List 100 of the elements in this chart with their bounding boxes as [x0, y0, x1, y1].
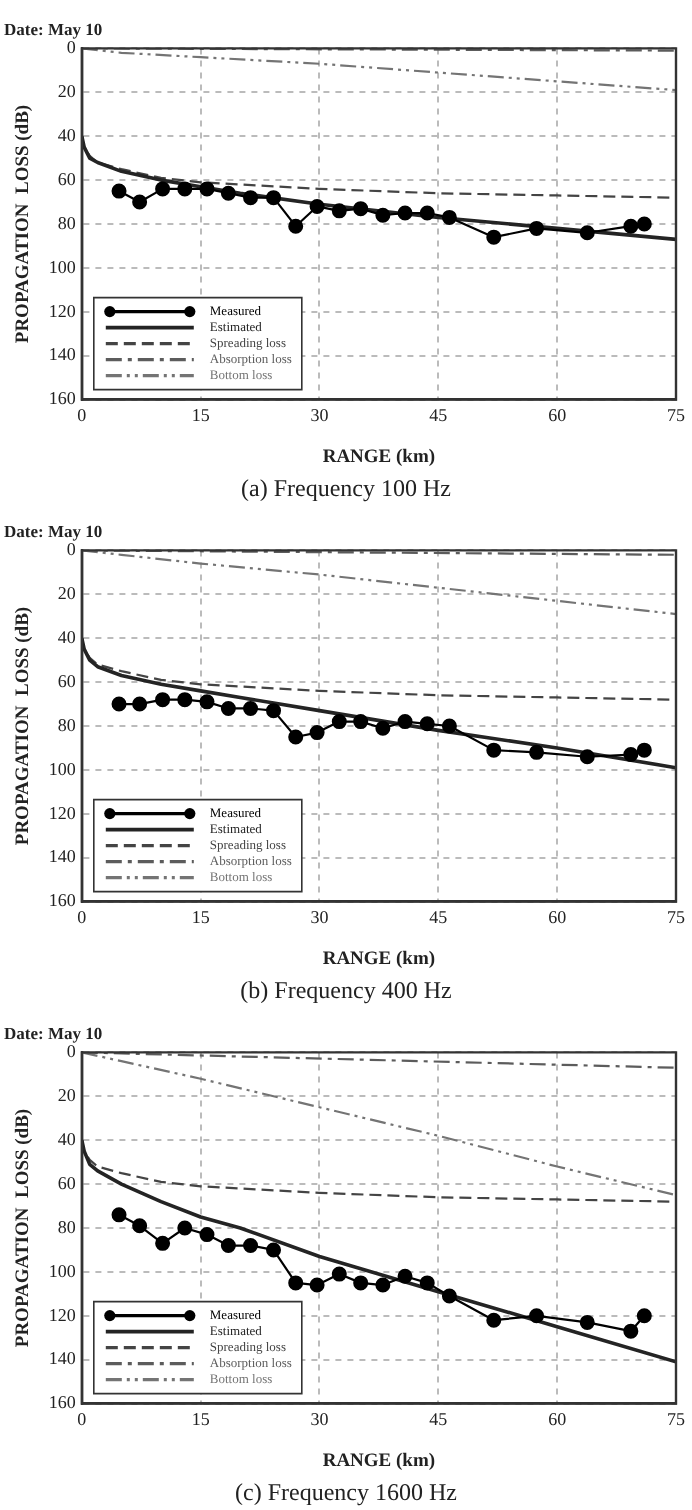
y-tick-label: 100 — [48, 1260, 77, 1281]
y-tick-label: 0 — [66, 539, 77, 560]
point — [579, 225, 595, 241]
point — [132, 1218, 148, 1234]
point — [441, 1288, 457, 1304]
point — [331, 1266, 347, 1282]
text: (a) Frequency 100 Hz — [239, 474, 453, 502]
point — [529, 220, 545, 236]
y-tick-label: 80 — [57, 1216, 77, 1237]
y-tick-label: 120 — [48, 802, 77, 823]
point — [266, 703, 282, 719]
y-axis-title: PROPAGATION LOSS (dB) — [14, 104, 35, 344]
point — [419, 716, 435, 732]
point — [397, 205, 413, 221]
point — [155, 1235, 171, 1251]
point — [132, 194, 148, 210]
point — [375, 1277, 391, 1293]
text: (b) Frequency 400 Hz — [238, 976, 454, 1004]
x-tick-label: 75 — [667, 1409, 686, 1430]
y-tick-label: 140 — [48, 846, 77, 867]
point — [220, 185, 236, 201]
point — [636, 742, 652, 758]
y-tick-label: 0 — [66, 37, 77, 58]
x-tick-label: 30 — [310, 907, 330, 928]
point — [199, 181, 215, 197]
point — [636, 1308, 652, 1324]
point — [579, 749, 595, 765]
y-tick-label: 40 — [57, 124, 77, 145]
x-tick-label: 60 — [548, 1409, 568, 1430]
y-tick-label: 0 — [66, 1041, 77, 1062]
point — [353, 201, 369, 217]
point — [331, 203, 347, 219]
chart-title: Date: May 10 — [4, 1022, 103, 1043]
y-axis-title: PROPAGATION LOSS (dB) — [14, 606, 35, 846]
point — [220, 1238, 236, 1254]
point — [288, 729, 304, 745]
point — [177, 1220, 193, 1236]
line-series — [81, 1052, 676, 1197]
point — [397, 1268, 413, 1284]
point — [266, 1242, 282, 1258]
point — [419, 1275, 435, 1291]
y-tick-label: 60 — [57, 670, 77, 691]
point — [353, 1275, 369, 1291]
point — [486, 229, 502, 245]
point — [623, 1323, 639, 1339]
x-tick-label: 15 — [191, 405, 211, 426]
point — [529, 1308, 545, 1324]
point — [623, 218, 639, 234]
x-tick-label: 15 — [191, 1409, 211, 1430]
point — [111, 696, 127, 712]
x-tick-label: 45 — [429, 405, 449, 426]
y-tick-label: 160 — [48, 388, 77, 409]
point — [623, 747, 639, 763]
point — [397, 714, 413, 730]
point — [155, 181, 171, 197]
point — [155, 692, 171, 708]
y-tick-label: 60 — [57, 1172, 77, 1193]
x-tick-label: 60 — [548, 405, 568, 426]
point — [441, 718, 457, 734]
y-tick-label: 80 — [57, 714, 77, 735]
point — [309, 1277, 325, 1293]
point — [486, 1312, 502, 1328]
y-tick-label: 100 — [48, 256, 77, 277]
y-tick-label: 40 — [57, 1128, 77, 1149]
y-tick-label: 60 — [57, 168, 77, 189]
point — [579, 1314, 595, 1330]
point — [353, 714, 369, 730]
point — [331, 714, 347, 730]
point — [375, 720, 391, 736]
x-axis-title: RANGE (km) — [322, 447, 436, 468]
x-tick-label: 60 — [548, 907, 568, 928]
x-axis-title: RANGE (km) — [322, 1451, 436, 1472]
y-tick-label: 80 — [57, 212, 77, 233]
point — [266, 190, 282, 206]
y-tick-label: 140 — [48, 1348, 77, 1369]
text: (c) Frequency 1600 Hz — [233, 1478, 459, 1506]
point — [220, 700, 236, 716]
point — [309, 198, 325, 214]
y-tick-label: 120 — [48, 1304, 77, 1325]
point — [288, 218, 304, 234]
point — [177, 692, 193, 708]
point — [441, 209, 457, 225]
point — [375, 207, 391, 223]
x-tick-label: 75 — [667, 907, 686, 928]
y-tick-label: 140 — [48, 344, 77, 365]
point — [486, 742, 502, 758]
point — [309, 725, 325, 741]
y-tick-label: 20 — [57, 583, 77, 604]
point — [177, 181, 193, 197]
x-tick-label: 30 — [310, 405, 330, 426]
chart-title: Date: May 10 — [4, 18, 103, 39]
x-tick-label: 15 — [191, 907, 211, 928]
point — [243, 1238, 259, 1254]
point — [243, 190, 259, 206]
point — [243, 700, 259, 716]
point — [111, 1207, 127, 1223]
point — [199, 694, 215, 710]
point — [288, 1275, 304, 1291]
y-tick-label: 20 — [57, 1085, 77, 1106]
x-tick-label: 30 — [310, 1409, 330, 1430]
